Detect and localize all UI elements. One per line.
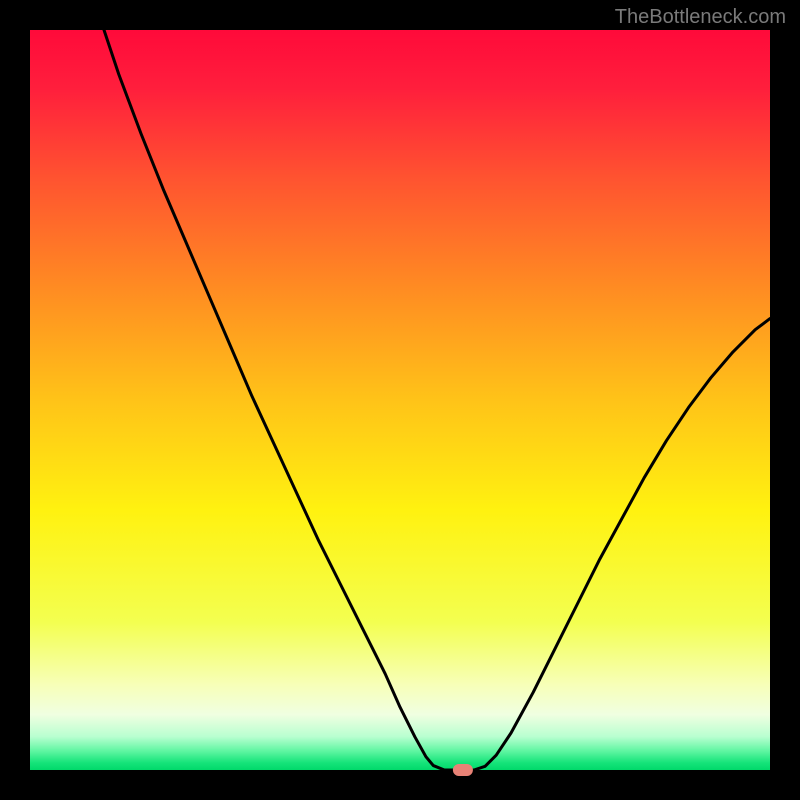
- plot-background: [30, 30, 770, 770]
- bottleneck-chart: TheBottleneck.com: [0, 0, 800, 800]
- watermark-text: TheBottleneck.com: [615, 6, 786, 29]
- optimal-marker: [453, 764, 473, 776]
- chart-svg: [0, 0, 800, 800]
